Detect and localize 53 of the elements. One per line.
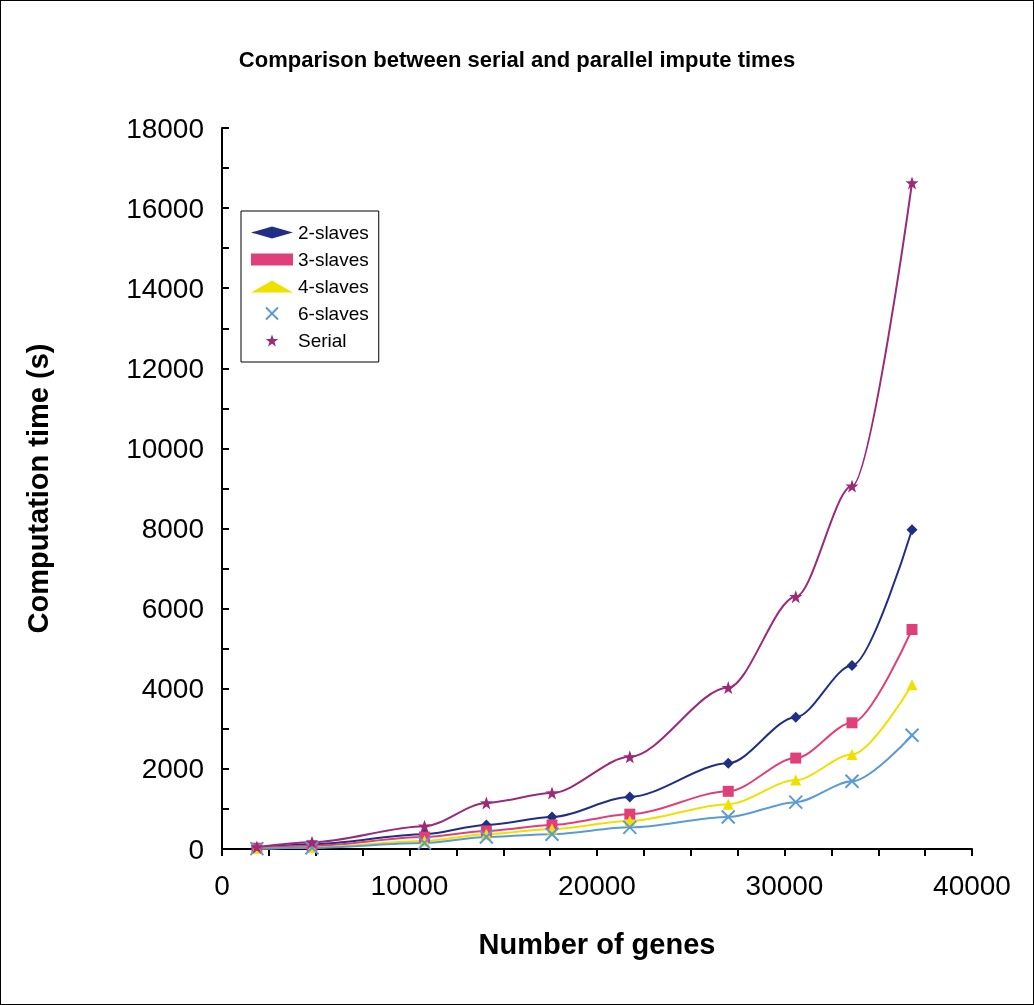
x-tick-label: 0 — [214, 869, 230, 901]
point — [846, 660, 858, 672]
point — [906, 524, 918, 536]
y-tick-label: 10000 — [126, 432, 204, 464]
point — [544, 826, 560, 842]
point — [722, 798, 734, 810]
point — [624, 791, 636, 803]
y-tick-label: 14000 — [126, 272, 204, 304]
point — [623, 750, 637, 764]
y-tick-label: 4000 — [141, 673, 204, 705]
point — [418, 819, 431, 833]
point — [906, 624, 918, 635]
y-tick-label: 8000 — [141, 513, 204, 545]
y-tick-label: 2000 — [141, 753, 204, 785]
point — [722, 757, 734, 769]
point — [846, 717, 858, 729]
point — [720, 809, 736, 825]
x-tick-label: 40000 — [933, 869, 1011, 901]
point — [790, 711, 802, 723]
point — [622, 819, 638, 835]
point — [722, 785, 734, 797]
x-tick-label: 10000 — [370, 869, 449, 901]
point — [904, 727, 920, 743]
point — [479, 796, 493, 810]
point — [478, 829, 494, 845]
legend-label: 2-slaves — [298, 222, 369, 243]
y-tick-label: 12000 — [126, 352, 204, 384]
point — [721, 681, 735, 695]
x-tick-label: 30000 — [745, 869, 824, 901]
point — [789, 590, 803, 604]
point — [846, 748, 858, 760]
point — [788, 794, 804, 810]
point — [790, 752, 802, 764]
y-axis-title: Computation time (s) — [21, 343, 54, 634]
legend-label: 3-slaves — [298, 249, 369, 270]
x-tick-label: 20000 — [558, 869, 636, 901]
chart-title: Comparison between serial and parallel impute times — [238, 46, 796, 72]
point — [790, 774, 802, 786]
point — [844, 773, 860, 789]
legend-label: Serial — [298, 330, 347, 351]
point — [845, 479, 859, 493]
x-axis-title: Number of genes — [478, 927, 716, 960]
y-tick-label: 0 — [188, 833, 204, 865]
y-tick-label: 6000 — [141, 593, 204, 625]
point — [624, 808, 636, 820]
y-tick-label: 18000 — [126, 112, 204, 144]
y-tick-label: 16000 — [126, 192, 204, 224]
legend-label: 4-slaves — [298, 276, 369, 297]
point — [417, 835, 432, 851]
point — [545, 786, 559, 800]
point — [905, 176, 919, 190]
legend-label: 6-slaves — [298, 303, 369, 324]
point — [906, 679, 918, 691]
